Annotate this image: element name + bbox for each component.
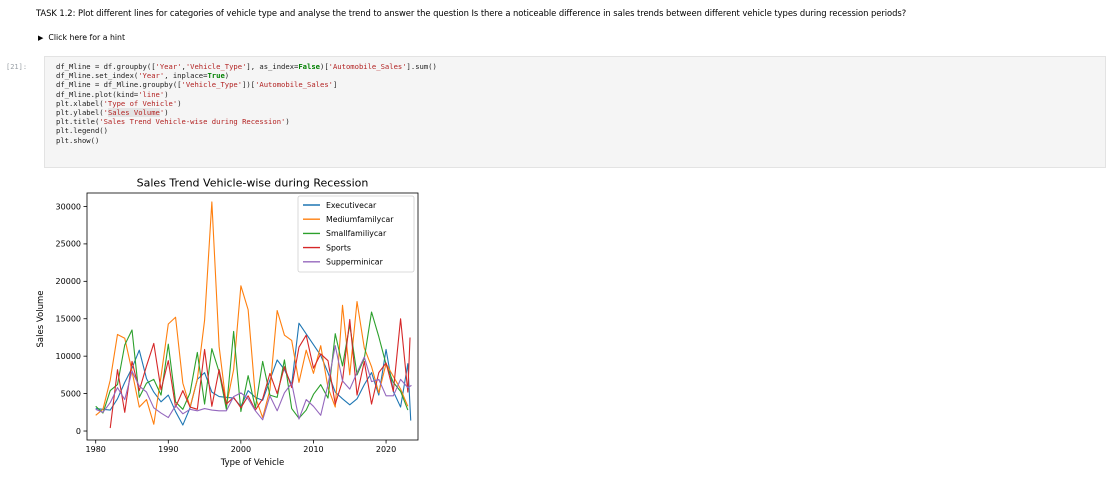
code-line: df_Mline.set_index('Year', inplace=True) (56, 71, 230, 81)
code-line: df_Mline = df.groupby(['Year','Vehicle_T… (56, 62, 437, 71)
line-chart: Sales Trend Vehicle-wise during Recessio… (36, 177, 419, 468)
x-tick-label: 2020 (376, 445, 396, 454)
code-line: plt.show() (56, 135, 100, 145)
series-line-mediumfamilycar (95, 201, 409, 425)
legend-label: Executivecar (326, 201, 377, 210)
y-axis-label: Sales Volume (36, 291, 46, 348)
x-tick-label: 1990 (158, 445, 178, 454)
legend-label: Mediumfamilycar (326, 215, 394, 224)
task-heading: TASK 1.2: Plot different lines for categ… (36, 8, 907, 18)
code-line: df_Mline.plot(kind='line') (56, 89, 169, 99)
y-tick-label: 30000 (56, 202, 81, 211)
chart-legend: Executivecar Mediumfamilycar Smallfamiliyc… (297, 195, 415, 273)
y-tick-label: 0 (76, 427, 81, 436)
y-tick-label: 25000 (56, 240, 81, 249)
code-line: plt.ylabel('Sales Volume') (56, 108, 169, 118)
x-tick-label: 1980 (86, 445, 106, 454)
legend-label: Smallfamiliycar (326, 229, 387, 238)
plot-frame (86, 192, 419, 441)
cell-execution-count: [21]: (6, 63, 28, 71)
plot-area: 1980 1990 2000 2010 2020 0 5000 10000 15000 20000… (56, 192, 419, 454)
code-line: plt.legend() (56, 126, 108, 136)
y-tick-label: 15000 (56, 315, 81, 324)
series-line-supperminicar (95, 345, 412, 421)
code-line: plt.xlabel('Type of Vehicle') (56, 98, 182, 108)
hint-label: Click here for a hint (48, 33, 126, 42)
y-tick-label: 20000 (56, 277, 81, 286)
disclosure-triangle-icon: ▶ (38, 34, 44, 42)
y-tick-label: 5000 (61, 389, 81, 398)
code-editor[interactable]: df_Mline = df.groupby(['Year','Vehicle_T… (56, 62, 437, 145)
code-line: plt.title('Sales Trend Vehicle-wise duri… (56, 117, 290, 127)
legend-label: Supperminicar (326, 258, 384, 267)
series-line-smallfamiliycar (95, 311, 409, 419)
hint-toggle[interactable]: ▶ Click here for a hint (38, 33, 125, 42)
x-tick-label: 2000 (231, 445, 251, 454)
chart-title: Sales Trend Vehicle-wise during Recessio… (137, 177, 369, 190)
y-tick-label: 10000 (56, 352, 81, 361)
code-cell[interactable]: df_Mline = df.groupby(['Year','Vehicle_T… (44, 56, 1106, 168)
x-axis-label: Type of Vehicle (220, 458, 285, 468)
x-tick-label: 2010 (303, 445, 323, 454)
legend-box (297, 195, 415, 273)
series-line-sports (109, 318, 411, 429)
code-line: df_Mline = df_Mline.groupby(['Vehicle_Ty… (56, 80, 338, 90)
legend-label: Sports (326, 243, 351, 252)
